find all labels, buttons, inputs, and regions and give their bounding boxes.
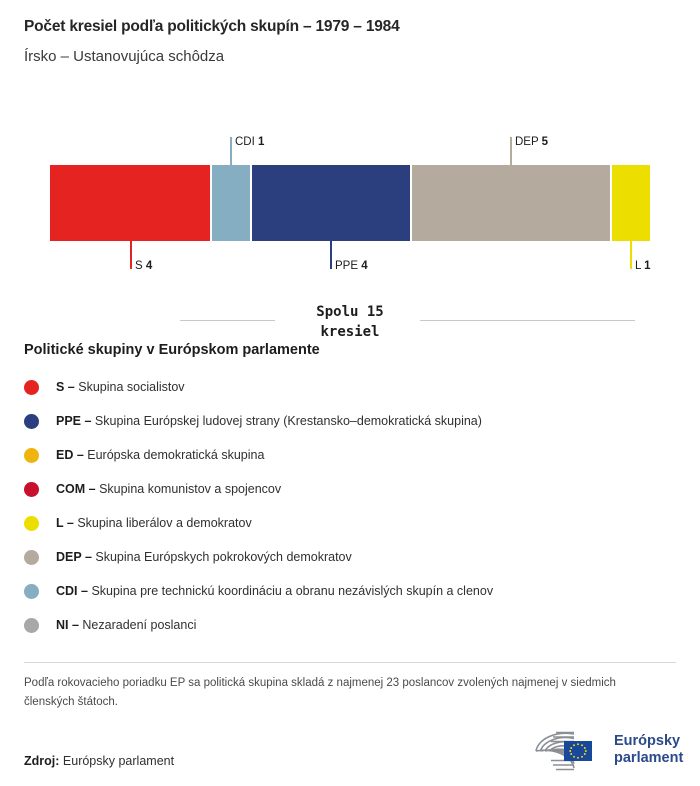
legend-item-text: Európska demokratická skupina bbox=[87, 448, 265, 462]
legend-item-label: ED – Európska demokratická skupina bbox=[56, 448, 264, 462]
callout-abbr: PPE bbox=[335, 260, 362, 272]
legend-color-dot bbox=[24, 583, 39, 599]
legend-item-abbr: L – bbox=[56, 516, 78, 530]
ep-logo-line2: parlament bbox=[614, 750, 684, 766]
legend-item-ed[interactable]: ED – Európska demokratická skupina bbox=[24, 438, 664, 472]
ep-logo-text: Európsky parlament bbox=[614, 733, 683, 767]
callout-dep: DEP 5 bbox=[515, 136, 549, 149]
total-rule-right bbox=[420, 320, 635, 321]
callout-leader-ppe bbox=[330, 241, 332, 269]
legend-item-com[interactable]: COM – Skupina komunistov a spojencov bbox=[24, 472, 664, 506]
bar-segment-cdi[interactable] bbox=[210, 165, 250, 241]
legend-item-text: Skupina Európskych pokrokových demokrato… bbox=[95, 550, 352, 564]
legend-color-dot bbox=[24, 549, 39, 565]
bar-segment-ppe[interactable] bbox=[250, 165, 410, 241]
total-seats-line2: kresiel bbox=[320, 324, 380, 340]
page-subtitle: Írsko – Ustanovujúca schôdza bbox=[24, 48, 225, 65]
legend-item-text: Skupina Európskej ludovej strany (Kresta… bbox=[94, 414, 482, 428]
legend-item-abbr: S – bbox=[56, 380, 79, 394]
callout-value: 4 bbox=[361, 260, 368, 272]
footnote-text: Podľa rokovacieho poriadku EP sa politic… bbox=[24, 677, 616, 708]
total-rule-left bbox=[180, 320, 275, 321]
legend-color-dot bbox=[24, 617, 39, 633]
callout-leader-l bbox=[630, 241, 632, 269]
hemicycle-icon bbox=[535, 731, 592, 771]
eu-flag-icon bbox=[564, 741, 592, 761]
legend-item-label: PPE – Skupina Európskej ludovej strany (… bbox=[56, 414, 482, 428]
total-seats-block: Spolu 15 kresiel bbox=[0, 302, 700, 342]
legend-item-text: Nezaradení poslanci bbox=[82, 618, 197, 632]
legend-item-ppe[interactable]: PPE – Skupina Európskej ludovej strany (… bbox=[24, 404, 664, 438]
legend-title: Politické skupiny v Európskom parlamente bbox=[24, 342, 320, 358]
legend-item-label: S – Skupina socialistov bbox=[56, 380, 185, 394]
legend-color-dot bbox=[24, 379, 39, 395]
legend-item-text: Skupina liberálov a demokratov bbox=[77, 516, 252, 530]
callout-abbr: L bbox=[635, 260, 645, 272]
legend-item-abbr: DEP – bbox=[56, 550, 96, 564]
legend-color-dot bbox=[24, 447, 39, 463]
callout-value: 1 bbox=[258, 136, 265, 148]
source-value: Európsky parlament bbox=[62, 754, 175, 768]
legend-item-abbr: PPE – bbox=[56, 414, 95, 428]
legend-item-abbr: NI – bbox=[56, 618, 83, 632]
callout-ppe: PPE 4 bbox=[335, 260, 368, 273]
bar-segment-l[interactable] bbox=[610, 165, 650, 241]
legend-item-text: Skupina komunistov a spojencov bbox=[99, 482, 282, 496]
legend-color-dot bbox=[24, 481, 39, 497]
callout-leader-cdi bbox=[230, 137, 232, 165]
legend-item-ni[interactable]: NI – Nezaradení poslanci bbox=[24, 608, 664, 642]
callout-leader-dep bbox=[510, 137, 512, 165]
ep-logo-line1: Európsky bbox=[614, 733, 681, 749]
callout-l: L 1 bbox=[635, 260, 651, 273]
page-title: Počet kresiel podľa politických skupín –… bbox=[24, 18, 400, 35]
european-parliament-logo: Európsky parlament bbox=[528, 729, 683, 773]
legend-item-label: DEP – Skupina Európskych pokrokových dem… bbox=[56, 550, 352, 564]
legend-item-label: L – Skupina liberálov a demokratov bbox=[56, 516, 252, 530]
legend-item-label: NI – Nezaradení poslanci bbox=[56, 618, 196, 632]
callout-value: 1 bbox=[644, 260, 651, 272]
legend-item-abbr: ED – bbox=[56, 448, 88, 462]
legend-color-dot bbox=[24, 413, 39, 429]
callout-abbr: S bbox=[135, 260, 146, 272]
legend-item-dep[interactable]: DEP – Skupina Európskych pokrokových dem… bbox=[24, 540, 664, 574]
total-seats-text: Spolu 15 kresiel bbox=[0, 302, 700, 342]
legend-item-text: Skupina pre technickú koordináciu a obra… bbox=[91, 584, 494, 598]
callout-s: S 4 bbox=[135, 260, 153, 273]
bar-segment-dep[interactable] bbox=[410, 165, 610, 241]
footnote-divider bbox=[24, 662, 676, 663]
legend-item-abbr: CDI – bbox=[56, 584, 92, 598]
legend-list: S – Skupina socialistov PPE – Skupina Eur… bbox=[24, 370, 664, 642]
legend-item-s[interactable]: S – Skupina socialistov bbox=[24, 370, 664, 404]
legend-item-l[interactable]: L – Skupina liberálov a demokratov bbox=[24, 506, 664, 540]
source-line: Zdroj: Európsky parlament bbox=[24, 754, 174, 768]
callout-value: 4 bbox=[145, 260, 153, 272]
callout-abbr: DEP bbox=[515, 136, 542, 148]
legend-item-cdi[interactable]: CDI – Skupina pre technickú koordináciu … bbox=[24, 574, 664, 608]
legend-color-dot bbox=[24, 515, 39, 531]
callout-leader-s bbox=[130, 241, 132, 269]
callout-value: 5 bbox=[541, 136, 549, 148]
legend-item-abbr: COM – bbox=[56, 482, 100, 496]
bar-segment-s[interactable] bbox=[50, 165, 210, 241]
callout-abbr: CDI bbox=[235, 136, 258, 148]
total-seats-line1: Spolu 15 bbox=[316, 304, 384, 320]
legend-item-label: COM – Skupina komunistov a spojencov bbox=[56, 482, 281, 496]
stacked-bar-chart bbox=[50, 165, 650, 241]
legend-item-text: Skupina socialistov bbox=[78, 380, 185, 394]
legend-item-label: CDI – Skupina pre technickú koordináciu … bbox=[56, 584, 493, 598]
source-label: Zdroj: bbox=[24, 754, 60, 768]
callout-cdi: CDI 1 bbox=[235, 136, 265, 149]
